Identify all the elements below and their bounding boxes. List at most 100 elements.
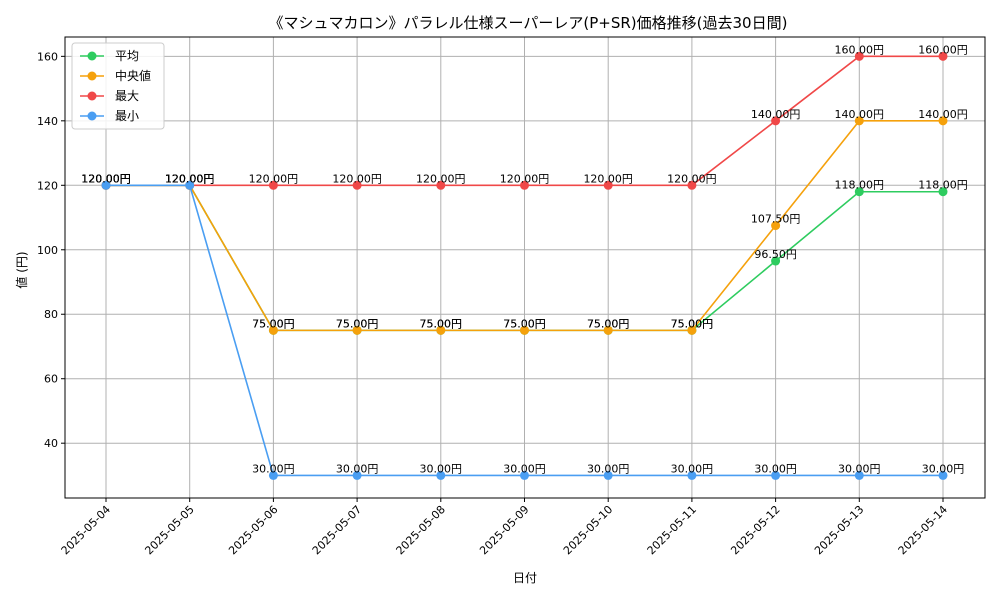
data-label: 75.00円	[420, 317, 463, 330]
y-tick-label: 120	[37, 179, 58, 192]
data-label: 120.00円	[583, 172, 633, 185]
data-point	[268, 325, 278, 335]
data-point	[603, 470, 613, 480]
data-label: 30.00円	[922, 462, 965, 475]
data-point	[352, 325, 362, 335]
data-point	[436, 180, 446, 190]
data-label: 120.00円	[165, 172, 215, 185]
data-point	[436, 325, 446, 335]
x-tick-label: 2025-05-12	[728, 503, 782, 557]
data-label: 120.00円	[165, 172, 215, 185]
data-label: 120.00円	[332, 172, 382, 185]
plot-frame	[64, 36, 986, 499]
legend-label: 最大	[115, 89, 139, 103]
data-point	[436, 470, 446, 480]
data-label: 120.00円	[249, 172, 299, 185]
data-point	[603, 180, 613, 190]
legend-marker	[87, 91, 97, 101]
data-label: 140.00円	[835, 108, 885, 121]
data-label: 30.00円	[336, 462, 379, 475]
data-label: 75.00円	[587, 317, 630, 330]
data-point	[771, 116, 781, 126]
y-tick-label: 40	[44, 437, 58, 450]
data-label: 120.00円	[165, 172, 215, 185]
legend-marker	[87, 71, 97, 81]
data-label: 75.00円	[587, 317, 630, 330]
x-axis-label: 日付	[513, 571, 537, 585]
data-point	[603, 325, 613, 335]
data-point	[854, 51, 864, 61]
data-label: 160.00円	[835, 43, 885, 56]
data-label: 30.00円	[420, 462, 463, 475]
x-tick-label: 2025-05-10	[561, 503, 615, 557]
data-point	[687, 180, 697, 190]
data-point	[520, 180, 529, 190]
y-tick-label: 140	[37, 115, 58, 128]
grid-lines	[65, 37, 985, 498]
x-tick-label: 2025-05-09	[477, 503, 531, 557]
data-point	[687, 470, 697, 480]
data-point	[938, 51, 948, 61]
legend-marker	[87, 51, 97, 61]
y-tick-label: 80	[44, 308, 58, 321]
data-label: 140.00円	[751, 108, 801, 121]
data-point	[268, 180, 278, 190]
data-label: 75.00円	[503, 317, 546, 330]
legend-label: 中央値	[115, 68, 151, 83]
x-tick-label: 2025-05-07	[310, 503, 364, 557]
data-label: 30.00円	[754, 462, 797, 475]
legend-label: 平均	[115, 49, 139, 63]
data-point	[854, 116, 864, 126]
x-tick-label: 2025-05-14	[896, 503, 950, 557]
data-label: 107.50円	[751, 213, 801, 226]
data-label: 75.00円	[336, 317, 379, 330]
data-label: 75.00円	[252, 317, 295, 330]
data-point	[520, 470, 529, 480]
data-point	[185, 180, 195, 190]
y-tick-label: 60	[44, 373, 58, 386]
data-label: 120.00円	[81, 172, 131, 185]
data-label: 120.00円	[81, 172, 131, 185]
data-point	[771, 256, 781, 266]
series-最小: 120.00円 120.00円 30.00円 30.00円 30.00円 30.00円 30…	[81, 172, 964, 480]
data-point	[520, 325, 529, 335]
data-label: 120.00円	[667, 172, 717, 185]
data-label: 30.00円	[252, 462, 295, 475]
legend-box	[71, 42, 165, 130]
data-label: 118.00円	[835, 179, 885, 192]
chart-title: 《マシュマカロン》パラレル仕様スーパーレア(P+SR)価格推移(過去30日間)	[269, 14, 788, 32]
data-label: 120.00円	[500, 172, 550, 185]
data-point	[854, 187, 864, 197]
data-label: 30.00円	[503, 462, 546, 475]
data-point	[352, 470, 362, 480]
series-最大: 120.00円 120.00円 120.00円 120.00円 120.00円 120.0…	[81, 43, 968, 190]
data-label: 30.00円	[671, 462, 714, 475]
data-point	[938, 116, 948, 126]
data-point	[687, 325, 697, 335]
data-point	[938, 470, 948, 480]
data-label: 96.50円	[754, 248, 797, 261]
data-point	[938, 187, 948, 197]
data-point	[268, 470, 278, 480]
x-tick-label: 2025-05-05	[142, 503, 196, 557]
data-label: 118.00円	[918, 179, 968, 192]
x-tick-label: 2025-05-06	[226, 503, 280, 557]
data-label: 120.00円	[81, 172, 131, 185]
data-label: 75.00円	[252, 317, 295, 330]
x-tick-label: 2025-05-11	[645, 503, 699, 557]
data-label: 75.00円	[671, 317, 714, 330]
data-label: 75.00円	[336, 317, 379, 330]
legend-label: 最小	[115, 109, 139, 123]
x-tick-label: 2025-05-08	[394, 503, 448, 557]
data-point	[352, 180, 362, 190]
data-label: 120.00円	[81, 172, 131, 185]
data-label: 120.00円	[416, 172, 466, 185]
data-point	[771, 221, 781, 231]
data-label: 120.00円	[165, 172, 215, 185]
y-tick-label: 100	[37, 244, 58, 257]
data-label: 30.00円	[838, 462, 881, 475]
data-label: 140.00円	[918, 108, 968, 121]
